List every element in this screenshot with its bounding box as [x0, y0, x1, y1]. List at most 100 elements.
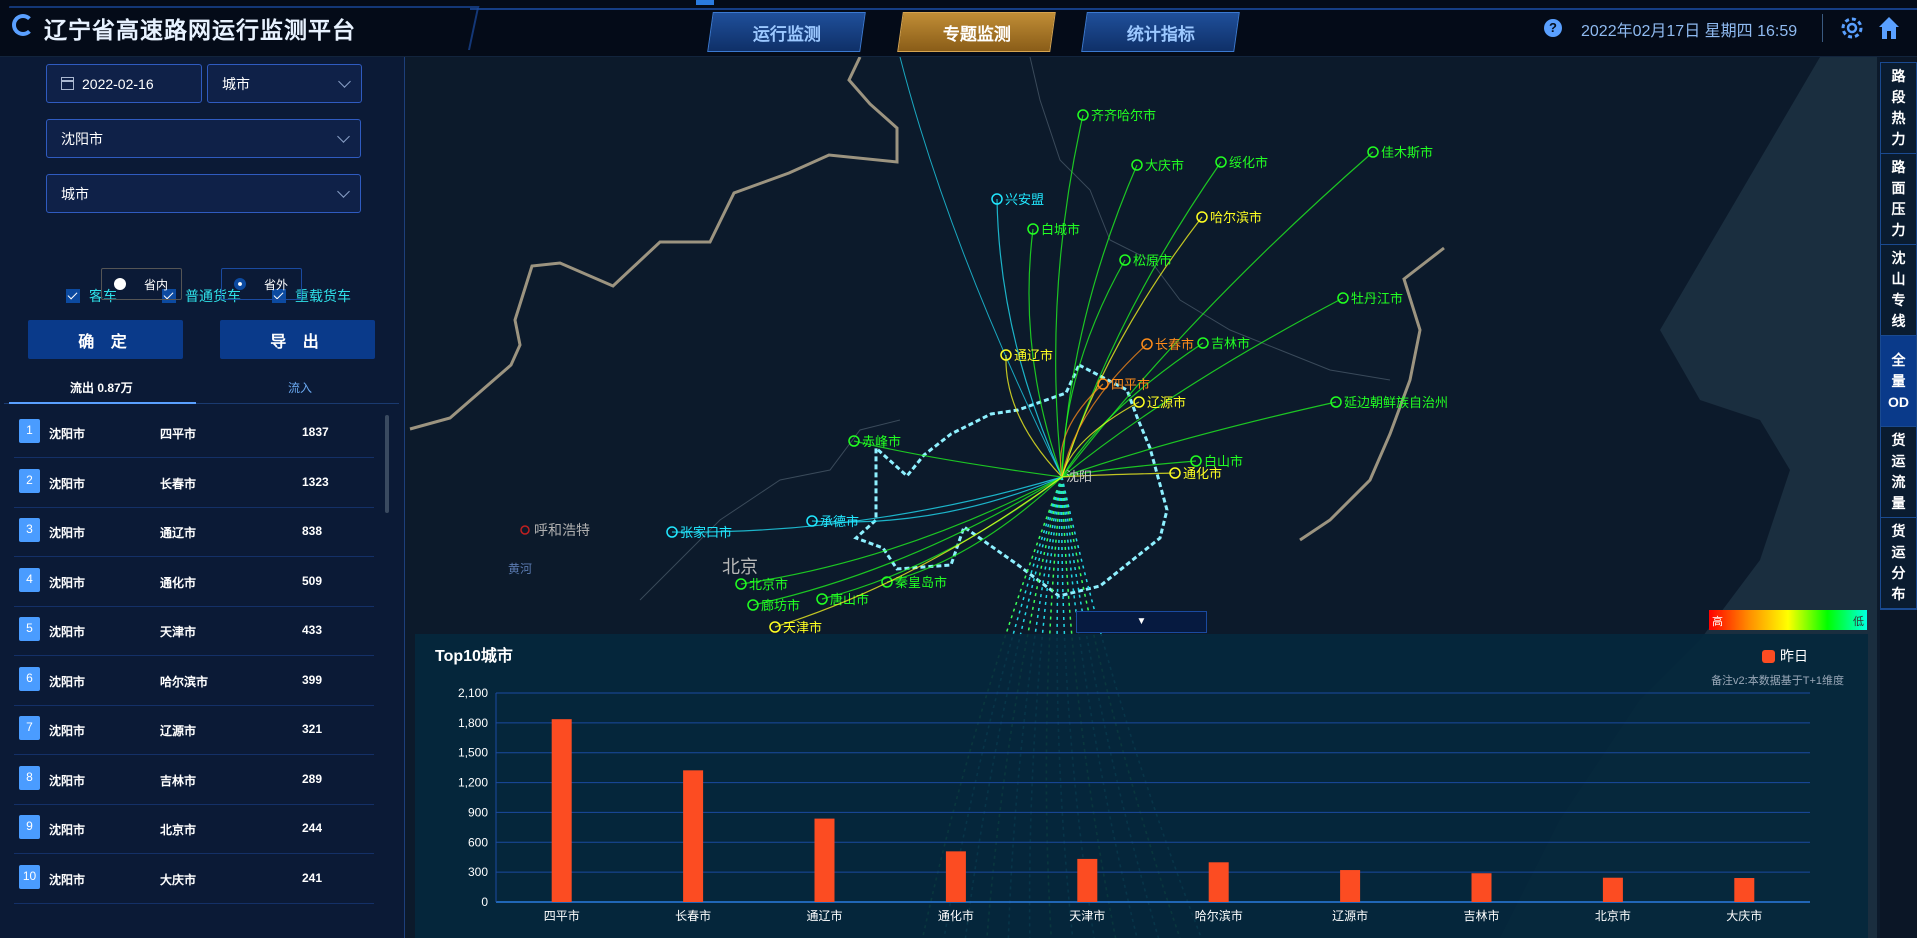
chart-title: Top10城市 — [435, 648, 513, 665]
city-label: 兴安盟 — [1005, 192, 1044, 207]
city-marker[interactable] — [1141, 338, 1153, 350]
level-select[interactable]: 城市 — [207, 64, 362, 103]
city-label: 赤峰市 — [862, 434, 901, 449]
chevron-down-icon — [338, 75, 351, 88]
map-dropdown-toggle[interactable]: ▼ — [1076, 611, 1207, 633]
radio-out-province[interactable]: 省外 — [221, 268, 302, 300]
list-item[interactable]: 10 沈阳市 大庆市 241 — [14, 855, 374, 904]
export-button[interactable]: 导 出 — [220, 320, 375, 359]
top10-chart-panel: Top10城市 昨日 备注v2:本数据基于T+1维度 0 300 600 900 1,2… — [415, 634, 1868, 938]
bar[interactable] — [551, 719, 572, 902]
y-tick-label: 1,800 — [458, 716, 488, 730]
list-item[interactable]: 7 沈阳市 辽源市 321 — [14, 706, 374, 755]
city-marker[interactable] — [1133, 396, 1145, 408]
city-label: 佳木斯市 — [1381, 145, 1433, 160]
list-item[interactable]: 4 沈阳市 通化市 509 — [14, 558, 374, 607]
flow-line — [899, 57, 1063, 478]
city-marker[interactable] — [816, 593, 828, 605]
city-marker[interactable] — [1131, 159, 1143, 171]
flow-arc — [811, 476, 1063, 523]
checkbox-passenger[interactable]: 客车 — [66, 286, 117, 306]
chevron-down-icon — [337, 130, 350, 143]
city-marker[interactable] — [1119, 254, 1131, 266]
sidebar-item-shenshan-line[interactable]: 沈山专线 — [1881, 245, 1916, 336]
sidebar-item-full-od[interactable]: 全量OD — [1881, 336, 1916, 427]
x-tick-label: 通辽市 — [806, 908, 842, 923]
tab-topic-monitoring[interactable]: 专题监测 — [897, 12, 1056, 52]
sidebar-item-freight-flow[interactable]: 货运流量 — [1881, 427, 1916, 518]
list-item[interactable]: 5 沈阳市 天津市 433 — [14, 607, 374, 656]
radio-label: 省外 — [264, 277, 289, 292]
bar[interactable] — [1734, 878, 1755, 902]
city-marker[interactable] — [1330, 396, 1342, 408]
city-marker[interactable] — [1097, 378, 1109, 390]
list-item[interactable]: 1 沈阳市 四平市 1837 — [14, 409, 374, 458]
city-select[interactable]: 沈阳市 — [46, 119, 361, 158]
destination-city: 哈尔滨市 — [160, 674, 209, 689]
city-marker[interactable] — [848, 435, 860, 447]
destination-city: 吉林市 — [160, 773, 197, 788]
city-marker[interactable] — [1196, 211, 1208, 223]
city-marker[interactable] — [1169, 467, 1181, 479]
x-tick-label: 辽源市 — [1332, 908, 1368, 923]
x-tick-label: 哈尔滨市 — [1195, 908, 1243, 923]
tab-statistics[interactable]: 统计指标 — [1081, 12, 1240, 52]
flow-value: 399 — [302, 672, 323, 687]
city-marker[interactable] — [1027, 223, 1039, 235]
liaoning-boundary — [853, 362, 1169, 598]
tab-inflow[interactable]: 流入 — [288, 381, 313, 395]
bar[interactable] — [945, 851, 966, 902]
flow-arc — [886, 476, 1063, 583]
sidebar-item-road-pressure[interactable]: 路面压力 — [1881, 154, 1916, 245]
city-marker[interactable] — [991, 193, 1003, 205]
origin-city: 沈阳市 — [49, 526, 86, 540]
y-tick-label: 600 — [468, 835, 488, 849]
origin-city: 沈阳市 — [49, 575, 86, 590]
sidebar-item-freight-distribution[interactable]: 货运分布 — [1881, 518, 1916, 609]
gear-icon[interactable] — [1839, 15, 1865, 41]
tab-operation-monitoring[interactable]: 运行监测 — [707, 12, 866, 52]
app-title: 辽宁省高速路网运行监测平台 — [44, 17, 356, 43]
city-marker[interactable] — [1367, 146, 1379, 158]
bar[interactable] — [683, 770, 704, 902]
tab-outflow[interactable]: 流出 0.87万 — [70, 381, 133, 395]
city-label: 廊坊市 — [761, 598, 800, 613]
help-icon[interactable]: ? — [1544, 19, 1562, 37]
city-marker[interactable] — [806, 515, 818, 527]
city-marker[interactable] — [1197, 337, 1209, 349]
bar[interactable] — [814, 818, 835, 902]
bar[interactable] — [1208, 862, 1229, 902]
city-label: 绥化市 — [1229, 155, 1268, 170]
date-picker[interactable]: 2022-02-16 — [46, 64, 202, 103]
bar[interactable] — [1340, 870, 1361, 902]
bar[interactable] — [1471, 873, 1492, 902]
list-item[interactable]: 9 沈阳市 北京市 244 — [14, 805, 374, 854]
target-level-select[interactable]: 城市 — [46, 174, 361, 213]
radio-in-province[interactable]: 省内 — [101, 268, 182, 300]
city-marker[interactable] — [1077, 109, 1089, 121]
city-marker[interactable] — [747, 599, 759, 611]
city-label: 长春市 — [1155, 337, 1194, 352]
city-marker[interactable] — [769, 621, 781, 633]
flow-line — [1061, 476, 1095, 938]
city-marker[interactable] — [1215, 156, 1227, 168]
list-item[interactable]: 2 沈阳市 长春市 1323 — [14, 459, 374, 508]
list-item[interactable]: 6 沈阳市 哈尔滨市 399 — [14, 657, 374, 706]
list-item[interactable]: 3 沈阳市 通辽市 838 — [14, 508, 374, 557]
flow-arc — [1061, 472, 1176, 478]
city-marker[interactable] — [735, 578, 747, 590]
chart-legend[interactable]: 昨日 — [1762, 646, 1808, 666]
city-marker[interactable] — [881, 576, 893, 588]
city-marker[interactable] — [666, 526, 678, 538]
city-marker[interactable] — [1000, 349, 1012, 361]
confirm-button[interactable]: 确 定 — [28, 320, 183, 359]
sidebar-item-road-heat[interactable]: 路段热力 — [1881, 63, 1916, 154]
list-item[interactable]: 8 沈阳市 吉林市 289 — [14, 756, 374, 805]
bar[interactable] — [1602, 877, 1623, 902]
city-marker[interactable] — [1337, 292, 1349, 304]
list-scrollbar[interactable] — [385, 415, 389, 513]
bar[interactable] — [1077, 858, 1098, 902]
level-value: 城市 — [222, 75, 250, 92]
city-marker[interactable] — [1190, 455, 1202, 467]
home-icon[interactable] — [1877, 15, 1901, 41]
